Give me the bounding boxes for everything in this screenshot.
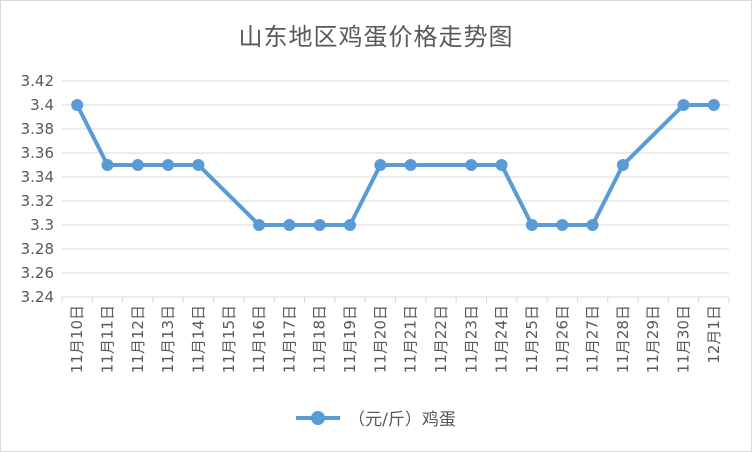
data-point [162, 159, 175, 171]
data-point [192, 159, 205, 171]
data-point [344, 219, 357, 231]
x-tick-label: 11月19日 [341, 305, 359, 373]
data-point [677, 99, 690, 111]
x-tick-label: 11月22日 [432, 305, 450, 373]
x-tick-label: 11月12日 [129, 305, 147, 373]
data-point [707, 99, 720, 111]
legend-marker [296, 409, 341, 427]
data-point [404, 159, 417, 171]
data-point [283, 219, 296, 231]
x-tick-label: 11月24日 [493, 305, 511, 373]
x-tick-label: 11月29日 [644, 305, 662, 373]
data-point [313, 219, 326, 231]
x-tick-label: 11月27日 [584, 305, 602, 373]
x-tick-label: 11月30日 [675, 305, 693, 373]
y-tick-label: 3.36 [21, 144, 54, 162]
x-tick-label: 11月23日 [462, 305, 480, 373]
x-tick-label: 11月17日 [280, 305, 298, 373]
x-tick-label: 11月21日 [402, 305, 420, 373]
data-point [495, 159, 508, 171]
data-point [253, 219, 266, 231]
y-tick-label: 3.34 [21, 168, 54, 186]
x-tick-label: 11月20日 [371, 305, 389, 373]
legend: （元/斤）鸡蛋 [1, 405, 751, 430]
data-point [101, 159, 114, 171]
x-tick-label: 11月15日 [220, 305, 238, 373]
y-tick-label: 3.26 [21, 264, 54, 282]
x-tick-label: 12月1日 [705, 305, 723, 364]
data-point [616, 159, 629, 171]
x-tick-label: 11月25日 [523, 305, 541, 373]
y-tick-label: 3.42 [21, 72, 54, 90]
x-tick-label: 11月26日 [553, 305, 571, 373]
y-tick-label: 3.3 [30, 216, 54, 234]
x-tick-label: 11月16日 [250, 305, 268, 373]
chart-title: 山东地区鸡蛋价格走势图 [238, 23, 514, 51]
data-point [525, 219, 538, 231]
data-point [465, 159, 478, 171]
x-tick-label: 11月10日 [68, 305, 86, 373]
data-point [374, 159, 387, 171]
data-point [131, 159, 144, 171]
y-tick-label: 3.24 [21, 288, 54, 306]
y-tick-label: 3.28 [21, 240, 54, 258]
x-tick-label: 11月18日 [311, 305, 329, 373]
x-tick-label: 11月13日 [159, 305, 177, 373]
legend-label: （元/斤）鸡蛋 [348, 410, 456, 430]
y-tick-label: 3.38 [21, 120, 54, 138]
y-tick-label: 3.32 [21, 192, 54, 210]
data-point [586, 219, 599, 231]
x-tick-label: 11月14日 [189, 305, 207, 373]
y-tick-label: 3.4 [30, 96, 54, 114]
data-point [71, 99, 84, 111]
x-tick-label: 11月11日 [98, 305, 116, 373]
data-point [556, 219, 569, 231]
x-tick-label: 11月28日 [614, 305, 632, 373]
